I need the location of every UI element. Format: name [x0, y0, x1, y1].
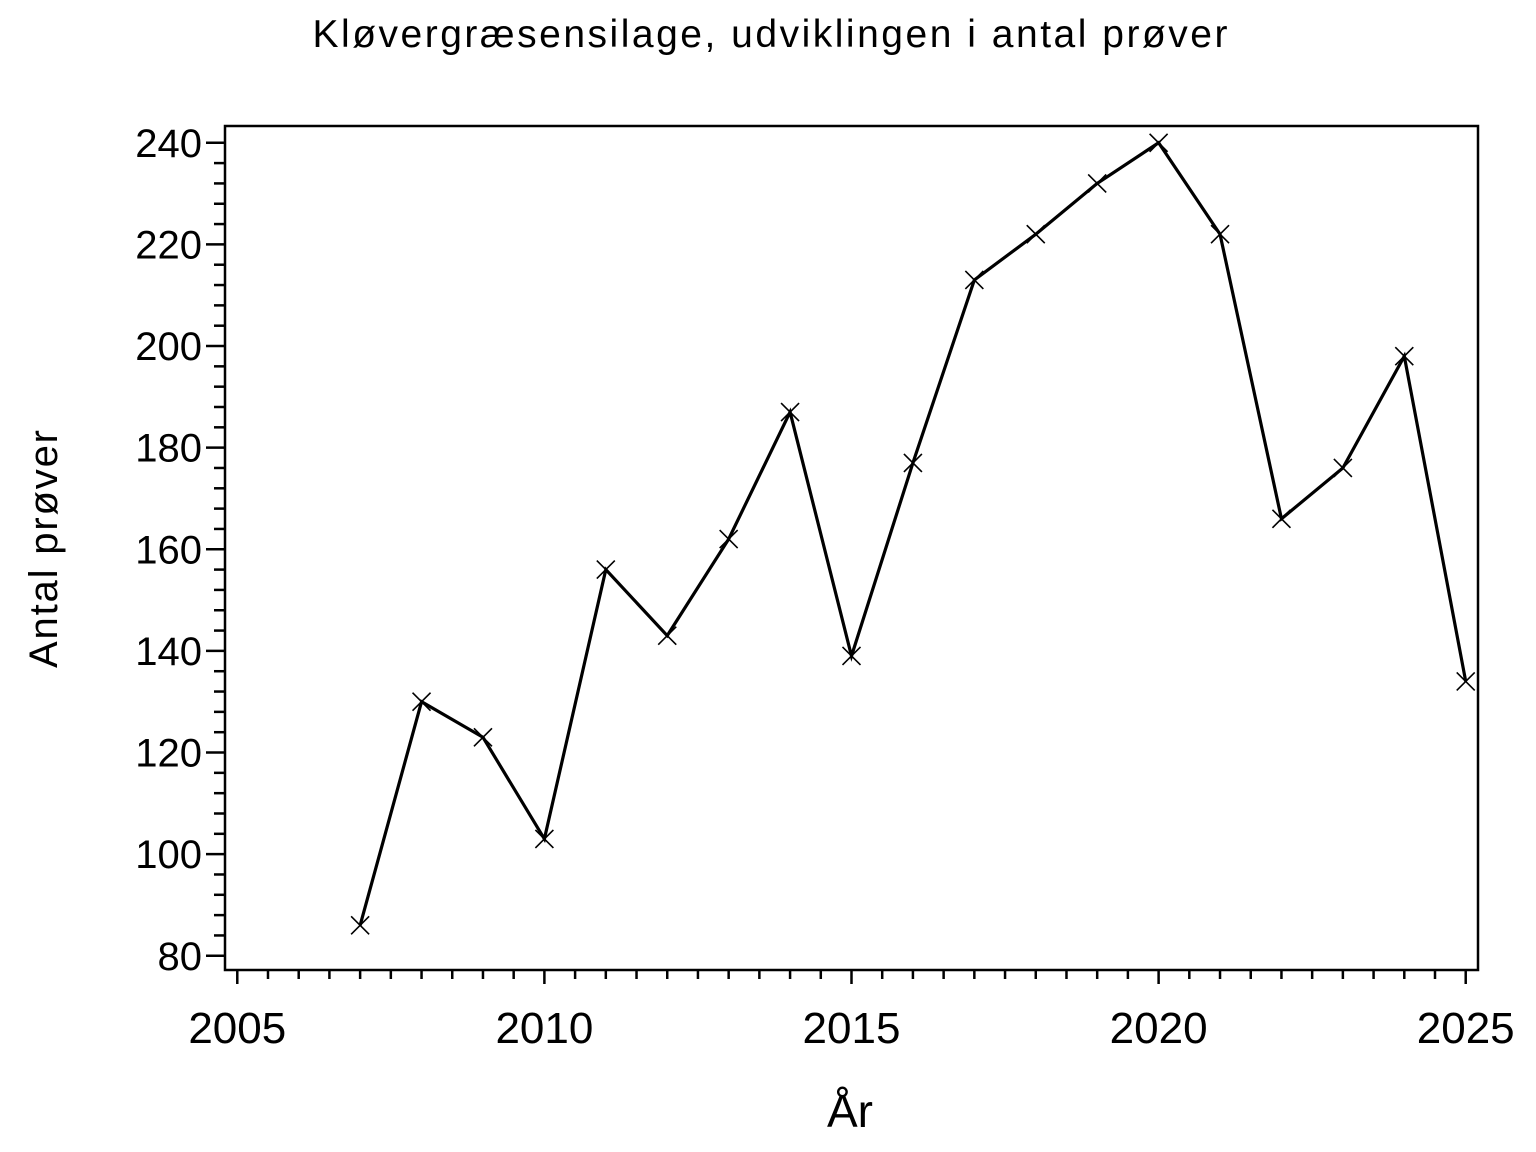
data-point-marker	[596, 560, 616, 580]
x-axis-title: År	[827, 1085, 873, 1137]
x-axis-labels: 2005 2010 2015 2020 2025	[188, 1004, 1514, 1053]
y-tick-label: 100	[135, 833, 202, 877]
data-point-marker	[841, 646, 862, 666]
y-axis-title: Antal prøver	[22, 430, 66, 668]
data-point-marker	[1333, 458, 1353, 478]
data-point-marker	[350, 915, 370, 935]
data-point-marker	[780, 402, 800, 422]
plot-area	[223, 124, 1480, 972]
data-point-marker	[719, 529, 739, 549]
data-point-marker	[903, 453, 923, 473]
x-tick-label: 2025	[1417, 1004, 1515, 1053]
y-tick-label: 80	[158, 935, 203, 979]
x-tick-label: 2010	[495, 1004, 593, 1053]
y-tick-label: 120	[135, 732, 202, 776]
chart-title: Kløvergræsensilage, udviklingen i antal …	[313, 13, 1228, 56]
data-point-marker	[1456, 671, 1476, 691]
x-tick-label: 2020	[1110, 1004, 1208, 1053]
data-point-marker	[411, 692, 432, 712]
x-tick-label: 2015	[803, 1004, 901, 1053]
y-tick-label: 200	[135, 325, 202, 369]
data-point-marker	[964, 270, 984, 290]
data-point-marker	[1210, 224, 1230, 244]
data-markers	[350, 133, 1476, 935]
data-line-path	[358, 140, 1468, 926]
y-tick-label: 160	[135, 528, 202, 572]
y-tick-label: 220	[135, 223, 202, 267]
x-tick-label: 2005	[188, 1004, 286, 1053]
data-point-marker	[534, 829, 554, 849]
data-point-marker	[657, 626, 677, 646]
data-point-marker	[1026, 224, 1046, 244]
y-tick-label: 240	[135, 122, 202, 166]
data-point-marker	[1394, 346, 1414, 366]
y-axis-ticks	[206, 141, 225, 958]
data-point-marker	[1087, 173, 1107, 193]
data-point-marker	[1149, 133, 1169, 153]
y-tick-label: 140	[135, 630, 202, 674]
x-axis-ticks	[236, 970, 1467, 984]
data-point-marker	[1271, 509, 1292, 529]
y-axis-labels: 80 100 120 140 160 180 200 220 240	[135, 122, 202, 979]
data-point-marker	[473, 727, 493, 747]
data-line	[358, 140, 1468, 926]
y-tick-label: 180	[135, 427, 202, 471]
